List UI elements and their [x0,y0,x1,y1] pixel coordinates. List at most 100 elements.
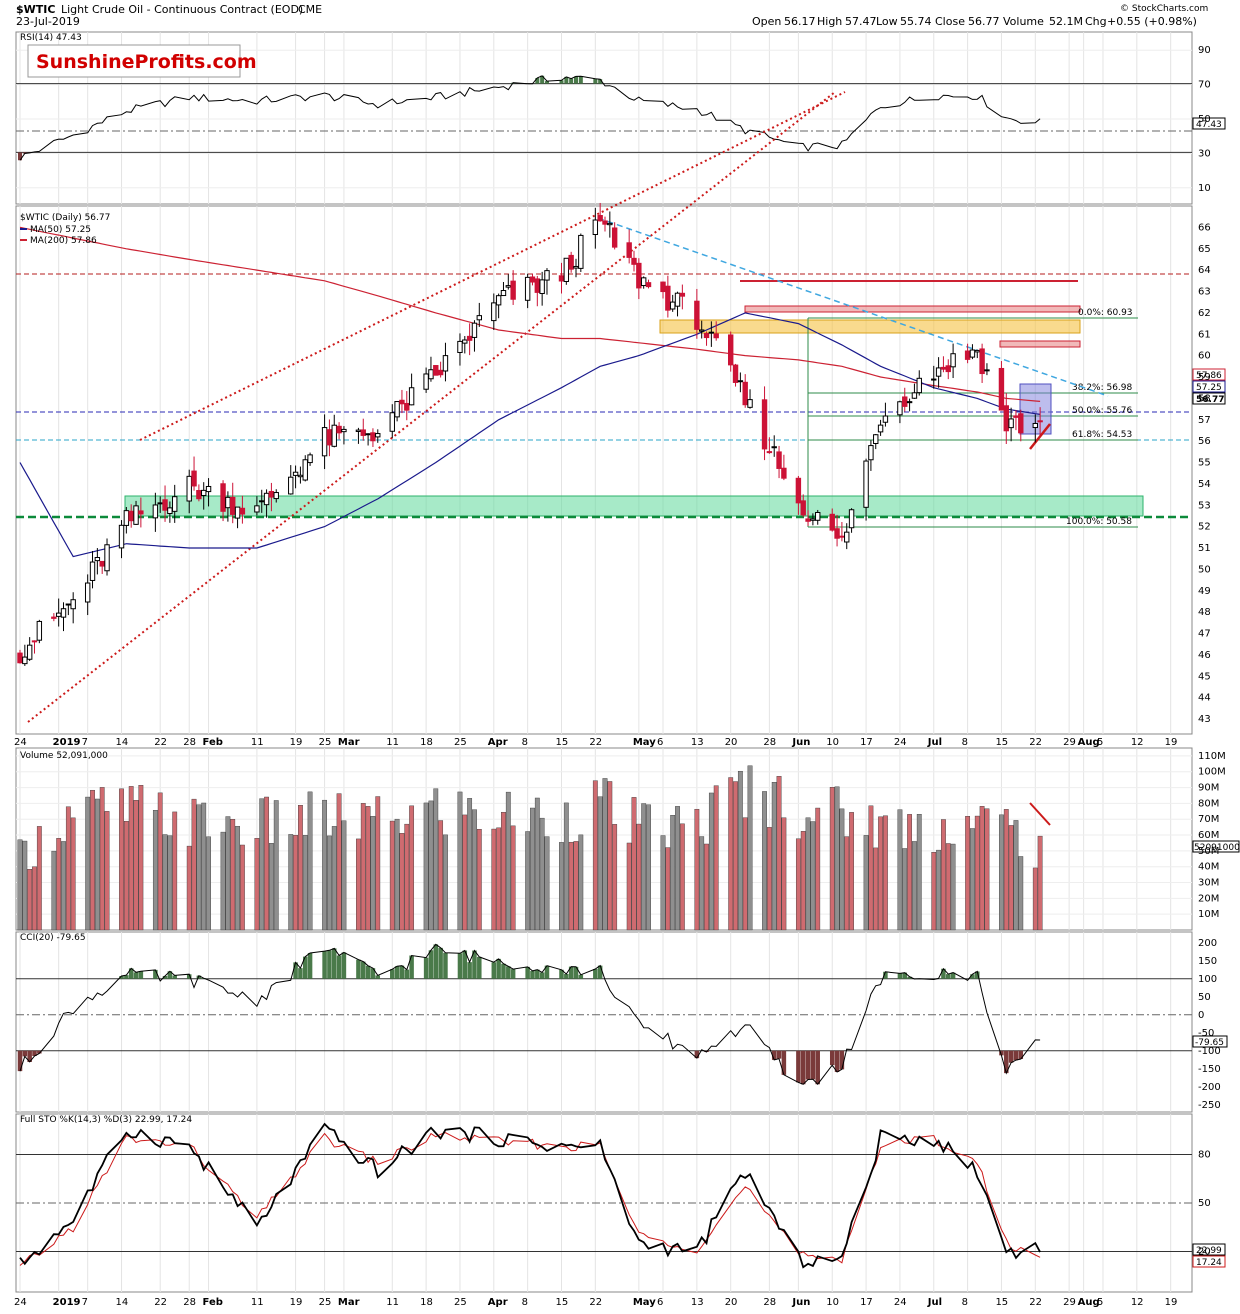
price-tick-22: 65 [1198,244,1211,255]
volume-bar-33 [235,825,240,931]
x-label-19-1: 6 [657,1297,663,1308]
candle-body-107 [737,380,744,383]
volume-bar-128 [878,816,883,931]
volume-bar-6 [56,838,62,931]
volume-bar-150 [1032,867,1038,931]
low-value: 55.74 [900,15,932,28]
volume-last-tag [1192,840,1240,853]
x-label-23-1: Jun [791,1297,810,1308]
tag-close [1192,392,1226,405]
description: Light Crude Oil - Continuous Contract (E… [61,3,303,16]
price-tick-8: 51 [1198,543,1211,554]
volume-bar-96 [665,847,671,931]
volume-bar-29 [206,836,211,931]
volume-bar-30 [220,831,226,931]
candle-body-86 [597,215,603,222]
volume-value: 52.1M [1049,15,1083,28]
gap-zone-1 [744,305,1081,313]
volume-bar-81 [563,802,569,931]
candle-body-70 [491,302,497,322]
volume-bar-49 [341,820,347,931]
candle-body-54 [375,433,381,438]
x-label-8-1: 19 [290,1297,303,1308]
sto-k-line [19,1122,1041,1269]
volume-bar-53 [370,816,376,931]
candle-body-51 [360,429,366,436]
volume-bar-36 [259,798,265,931]
candle-body-30 [220,483,226,512]
price-tick-5: 48 [1198,607,1211,618]
price-tick-6: 49 [1198,586,1211,597]
candle-body-85 [592,219,599,235]
candle-body-11 [89,561,96,581]
volume-bar-92 [636,823,642,931]
cci-title: CCI(20) -79.65 [20,933,86,943]
tag-ma50-text: 57.25 [1196,383,1222,393]
volume-bar-73 [505,791,511,931]
candle-body-87 [602,220,608,225]
candle-body-75 [524,276,531,301]
rsi-title: RSI(14) 47.43 [20,33,82,43]
candle-body-7 [60,608,67,618]
candle-body-78 [539,279,545,295]
candle-body-33 [234,506,241,519]
x-label-21-0: 20 [725,737,738,748]
candle-body-92 [636,262,642,289]
volume-bar-99 [679,823,685,931]
resistance-zone [659,319,1081,334]
volume-bar-9 [70,817,76,931]
volume-tick-3: 80M [1198,798,1219,809]
rsi-panel: RSI(14) 47.43 [16,33,1192,161]
candle-body-90 [626,242,632,258]
volume-tick-5: 60M [1198,830,1219,841]
x-label-13-1: 25 [454,1297,467,1308]
price-tick-10: 53 [1198,500,1211,511]
candle-body-69 [476,315,482,321]
watermark-text: SunshineProfits.com [36,51,257,73]
candle-body-15 [118,524,125,549]
candle-body-105 [728,334,734,366]
volume-bar-62 [433,788,439,931]
volume-bar-20 [152,810,158,931]
volume-bar-27 [196,804,202,931]
volume-bar-151 [1037,835,1043,931]
volume-bar-91 [631,797,637,931]
candle-body-35 [254,505,260,513]
legend-ma200: MA(200) 57.86 [30,236,97,246]
volume-bar-104 [713,785,719,931]
volume-bar-82 [568,841,574,931]
volume-bar-100 [694,808,700,931]
candle-body-108 [742,381,748,406]
sto-d-line [19,1132,1041,1266]
cci-tick-5: -50 [1198,1028,1214,1039]
candle-body-39 [273,492,279,500]
price-tick-15: 58 [1198,393,1211,404]
volume-bar-14 [104,811,110,931]
x-label-10-0: Mar [338,737,360,748]
volume-bar-43 [302,835,308,931]
volume-bar-148 [1013,820,1019,931]
fib-label-618: 61.8%: 54.53 [1072,430,1132,440]
legend-ma50: MA(50) 57.25 [30,225,91,235]
price-tick-11: 54 [1198,479,1211,490]
sto-tick-1: 50 [1198,1198,1211,1209]
x-label-32-1: Aug [1078,1297,1100,1308]
candle-body-43 [302,459,308,481]
x-label-11-0: 11 [386,737,399,748]
rsi-line [19,75,1041,161]
open-label: Open [752,15,781,28]
x-label-34-0: 12 [1131,737,1144,748]
candle-body-98 [674,292,681,307]
candle-body-145 [998,367,1005,411]
volume-bar-38 [269,843,274,931]
volume-bar-23 [167,835,173,931]
candle-body-22 [162,499,168,511]
price-title: $WTIC (Daily) 56.77 [20,213,110,223]
volume-bar-95 [660,835,666,931]
volume-bar-106 [733,781,738,931]
candle-body-97 [669,301,676,310]
x-label-8-0: 19 [290,737,303,748]
volume-bar-19 [138,785,144,931]
candle-body-138 [945,365,951,373]
cci-negative-fill [17,1050,1024,1085]
